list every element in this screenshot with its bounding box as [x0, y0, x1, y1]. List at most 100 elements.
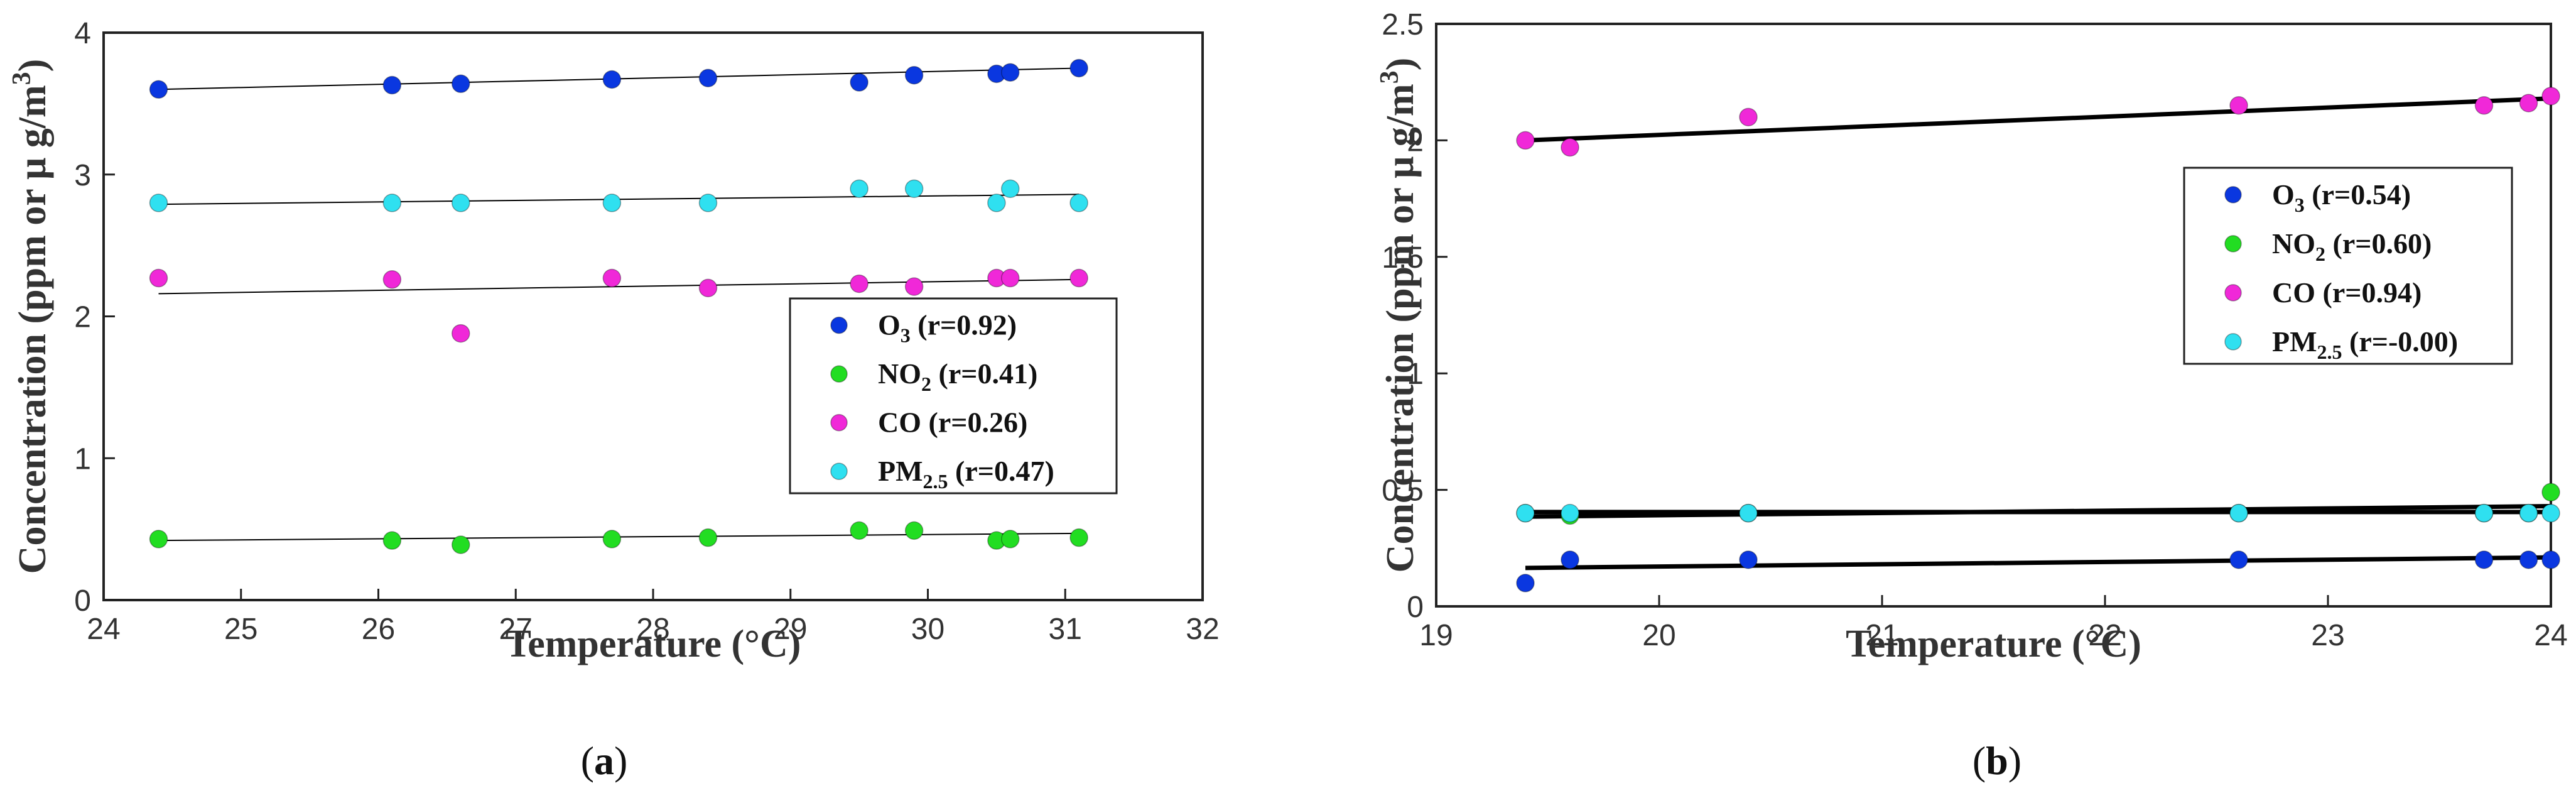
- panel-b-y-label-main: Concentration (ppm or μ g/m: [1379, 84, 1422, 572]
- legend-entry: CO (r=0.26): [878, 407, 1027, 439]
- data-point-o3: [602, 70, 622, 89]
- legend-series-name: NO: [878, 358, 921, 390]
- data-point-o3: [1516, 574, 1535, 593]
- legend-series-subscript: 3: [2295, 194, 2305, 216]
- x-tick-label: 25: [224, 613, 257, 646]
- data-point-no2: [602, 530, 622, 549]
- legend-marker: [830, 462, 848, 480]
- x-tick-label: 24: [2534, 619, 2567, 652]
- data-point-pm25: [382, 194, 402, 212]
- data-point-co: [850, 274, 869, 293]
- data-point-no2: [452, 535, 470, 554]
- legend-r-value: (r=0.54): [2305, 178, 2411, 210]
- data-point-pm25: [698, 194, 718, 212]
- data-point-co: [1561, 138, 1579, 157]
- fit-line-o3: [1525, 555, 2552, 571]
- data-point-o3: [1739, 550, 1758, 569]
- panel-a-y-label-close: ): [11, 59, 54, 72]
- data-point-no2: [904, 521, 924, 540]
- legend-r-value: (r=0.94): [2315, 276, 2422, 309]
- x-tick-label: 28: [636, 613, 669, 646]
- data-point-o3: [2229, 550, 2248, 569]
- legend-r-value: (r=0.41): [931, 358, 1037, 390]
- x-tick-label: 22: [2088, 619, 2121, 652]
- legend-marker: [2224, 235, 2242, 253]
- panel-b-caption: (b): [1973, 738, 2021, 783]
- data-point-no2: [698, 528, 718, 547]
- data-point-pm25: [987, 194, 1006, 212]
- legend-entry: CO (r=0.94): [2272, 276, 2422, 309]
- legend-series-name: O: [878, 309, 901, 341]
- x-tick-label: 19: [1419, 619, 1453, 652]
- y-tick-label: 1.5: [1382, 241, 1424, 275]
- x-tick-label: 26: [362, 613, 395, 646]
- data-point-o3: [850, 73, 869, 92]
- data-point-pm25: [1001, 179, 1020, 199]
- legend-series-name: CO: [878, 407, 921, 439]
- data-point-pm25: [2229, 503, 2248, 523]
- panel-a-y-label-sup: 3: [8, 72, 36, 85]
- x-tick-label: 29: [774, 613, 807, 646]
- x-tick-label: 23: [2311, 619, 2344, 652]
- data-point-o3: [2474, 550, 2494, 569]
- panel-b-y-axis-label: Concentration (ppm or μ g/m3): [1375, 58, 1422, 573]
- data-point-pm25: [850, 179, 869, 199]
- panel-b: 19 20 21 22 23 24 00.511.522.5 Temperature (°…: [1375, 8, 2568, 783]
- legend-series-subscript: 2: [921, 373, 931, 395]
- legend-series-subscript: 3: [901, 324, 911, 347]
- data-point-no2: [382, 531, 402, 550]
- data-point-co: [904, 277, 924, 296]
- y-tick-label: 1: [74, 442, 91, 476]
- legend-series-name: PM: [878, 455, 923, 487]
- panel-b-caption-close: ): [2008, 738, 2021, 783]
- x-tick-label: 24: [87, 613, 120, 646]
- panel-a-x-axis-label: Temperature (°C): [506, 623, 801, 665]
- data-point-co: [1739, 107, 1758, 127]
- data-point-co: [698, 278, 718, 298]
- legend-series-name: PM: [2272, 325, 2317, 358]
- panel-a-caption-open: (: [581, 738, 594, 783]
- panel-b-legend: O3 (r=0.54) NO2 (r=0.60) CO (r=0.94) PM2.5 …: [2183, 167, 2513, 365]
- legend-entry: O3 (r=0.54): [2272, 178, 2411, 216]
- data-point-pm25: [1516, 503, 1535, 523]
- legend-r-value: (r=0.92): [911, 309, 1017, 341]
- legend-r-value: (r=0.47): [948, 455, 1054, 487]
- legend-r-value: (r=0.26): [921, 407, 1027, 439]
- y-tick-label: 2.5: [1382, 8, 1424, 41]
- data-point-co: [452, 324, 470, 343]
- data-point-o3: [382, 75, 402, 95]
- legend-series-name: O: [2272, 178, 2295, 210]
- legend-marker: [830, 316, 848, 334]
- data-point-pm25: [2541, 503, 2560, 523]
- legend-entry: NO2 (r=0.60): [2272, 227, 2432, 265]
- data-point-co: [1001, 268, 1020, 288]
- x-tick-label: 21: [1865, 619, 1898, 652]
- y-tick-label: 1: [1407, 358, 1424, 391]
- y-tick-label: 0: [74, 584, 91, 618]
- panel-b-y-label-close: ): [1379, 58, 1422, 71]
- data-point-o3: [904, 65, 924, 85]
- x-tick-label: 31: [1049, 613, 1082, 646]
- data-point-o3: [2519, 550, 2538, 569]
- data-point-o3: [1001, 63, 1020, 82]
- data-point-pm25: [1069, 194, 1088, 212]
- x-tick-label: 20: [1642, 619, 1675, 652]
- panel-b-y-label-sup: 3: [1375, 70, 1404, 84]
- legend-marker: [2224, 186, 2242, 204]
- data-point-pm25: [602, 194, 622, 212]
- legend-entry: PM2.5 (r=0.47): [878, 455, 1054, 493]
- legend-r-value: (r=0.60): [2325, 227, 2432, 260]
- data-point-no2: [850, 521, 869, 540]
- data-point-pm25: [2519, 503, 2538, 523]
- data-point-co: [2519, 94, 2538, 112]
- data-point-co: [602, 268, 622, 288]
- data-point-pm25: [2474, 503, 2494, 523]
- data-point-co: [2541, 87, 2560, 106]
- data-point-co: [1069, 268, 1088, 288]
- data-point-no2: [1069, 528, 1088, 547]
- legend-series-name: CO: [2272, 276, 2315, 309]
- panel-b-caption-open: (: [1973, 738, 1986, 783]
- legend-entry: O3 (r=0.92): [878, 309, 1017, 347]
